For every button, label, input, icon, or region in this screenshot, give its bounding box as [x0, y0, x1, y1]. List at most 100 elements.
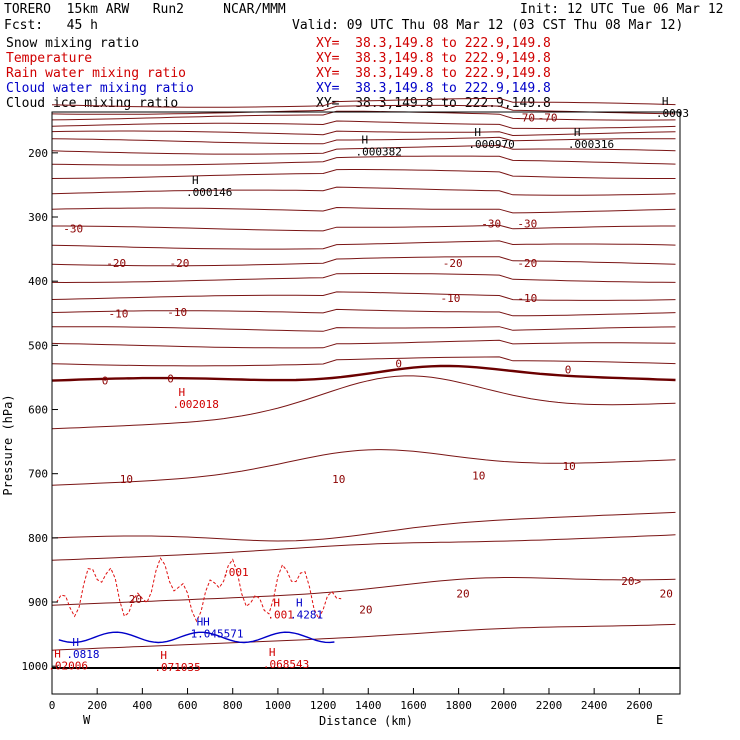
x-tick-label: 600 [178, 699, 198, 712]
isotherm-line [51, 339, 676, 349]
isotherm-line [51, 273, 676, 284]
isotherm-line [52, 326, 676, 332]
y-tick-label: 800 [28, 532, 48, 545]
x-tick-label: 2200 [536, 699, 563, 712]
x-tick-label: 1200 [310, 699, 337, 712]
isotherm-line [51, 186, 676, 196]
isotherm-line [51, 375, 676, 430]
isotherm-line [51, 110, 676, 121]
contour-label: -30 [481, 217, 501, 230]
x-tick-label: 400 [132, 699, 152, 712]
isotherm-line [51, 120, 676, 130]
chart-labels: -70 -70 -30 -30 -30 -20 -20 -20 -20 -10 -10 -10 -10 0… [48, 95, 689, 674]
legend-rain-xy: XY= 38.3,149.8 to 222.9,149.8 [316, 66, 551, 81]
x-tick-label: 1000 [265, 699, 292, 712]
x-axis-label: Distance (km) [319, 714, 413, 728]
x-tick-label: 1400 [355, 699, 382, 712]
y-tick-label: 300 [28, 211, 48, 224]
maximum-value: .068543 [263, 658, 309, 671]
contour-label: 0 [565, 364, 572, 377]
legend-temperature-xy: XY= 38.3,149.8 to 222.9,149.8 [316, 51, 551, 66]
y-tick-label: 500 [28, 339, 48, 352]
maximum-marker: H [54, 648, 61, 661]
contour-label: 20> [621, 575, 641, 588]
maximum-value: .000316 [568, 138, 614, 151]
cloud-water-contour [58, 631, 335, 644]
maximum-marker: H [269, 646, 276, 659]
x-tick-label: 0 [49, 699, 56, 712]
contour-label: 20 [129, 593, 142, 606]
valid-time: Valid: 09 UTC Thu 08 Mar 12 (03 CST Thu … [292, 18, 684, 33]
contour-lines [51, 97, 676, 651]
contour-label: 10 [332, 473, 345, 486]
isotherm-line [51, 356, 676, 367]
isotherm-line [51, 291, 676, 301]
contour-label: 10 [563, 460, 576, 473]
maximum-value: .000970 [468, 138, 514, 151]
isotherm-line [51, 130, 676, 137]
isotherm-line [51, 623, 676, 651]
forecast-hour: Fcst: 45 h [4, 18, 98, 33]
x-tick-label: 2000 [491, 699, 518, 712]
maximum-marker: H [273, 596, 280, 609]
isotherm-line [51, 511, 676, 542]
y-tick-label: 900 [28, 596, 48, 609]
contour-label: -10 [517, 292, 537, 305]
isotherm-line [51, 534, 676, 561]
isotherm-line [51, 97, 676, 108]
isotherm-line [51, 136, 676, 145]
maximum-value: .071035 [154, 661, 200, 674]
contour-label: -30 [63, 223, 83, 236]
legend-temperature: Temperature [6, 51, 93, 66]
maximum-value: .002018 [173, 398, 219, 411]
isotherm-line [52, 224, 676, 232]
maximum-value: 1.045571 [191, 628, 244, 641]
y-axis-label: Pressure (hPa) [1, 394, 15, 495]
contour-label: 10 [120, 473, 133, 486]
x-tick-label: 2400 [581, 699, 608, 712]
maximum-value: .001 [222, 566, 249, 579]
contour-label: -70 [538, 112, 558, 125]
isotherm-line [51, 308, 676, 317]
contour-label: 0 [395, 357, 402, 370]
contour-label: -20 [169, 257, 189, 270]
y-tick-label: 600 [28, 404, 48, 417]
contour-label: -70 [515, 112, 535, 125]
maximum-marker: HH [197, 616, 210, 629]
contour-label: -10 [108, 307, 128, 320]
precip-contours [56, 557, 342, 644]
init-time: Init: 12 UTC Tue 06 Mar 12 [520, 2, 724, 17]
isotherm-line [51, 206, 676, 214]
maximum-marker: H [192, 174, 199, 187]
y-tick-label: 200 [28, 147, 48, 160]
maximum-value: .4281 [290, 608, 323, 621]
maximum-marker: H [574, 126, 581, 139]
maximum-marker: H [72, 636, 79, 649]
maximum-value: .0003 [656, 107, 689, 120]
legend-snow-xy: XY= 38.3,149.8 to 222.9,149.8 [316, 36, 551, 51]
contour-label: -20 [517, 257, 537, 270]
isotherm-line [51, 449, 676, 486]
contour-label: -10 [441, 292, 461, 305]
contour-label: 20 [456, 588, 469, 601]
rain-contour [56, 557, 342, 623]
maximum-value: .02006 [48, 660, 88, 673]
y-tick-label: 400 [28, 275, 48, 288]
freezing-level-line [51, 364, 676, 382]
maximum-marker: H [160, 649, 167, 662]
legend-cloud-water: Cloud water mixing ratio [6, 81, 194, 96]
x-tick-label: 800 [223, 699, 243, 712]
x-tick-label: 1600 [400, 699, 427, 712]
maximum-marker: H [474, 126, 481, 139]
maximum-marker: H [296, 596, 303, 609]
isotherm-line [51, 256, 676, 267]
maximum-value: .000382 [355, 146, 401, 159]
contour-label: 0 [102, 375, 109, 388]
contour-label: -30 [517, 217, 537, 230]
maximum-marker: H [179, 386, 186, 399]
maximum-value: .000146 [186, 186, 232, 199]
isotherm-line [51, 155, 676, 166]
isotherm-line [51, 577, 676, 606]
x-tick-label: 1800 [445, 699, 472, 712]
